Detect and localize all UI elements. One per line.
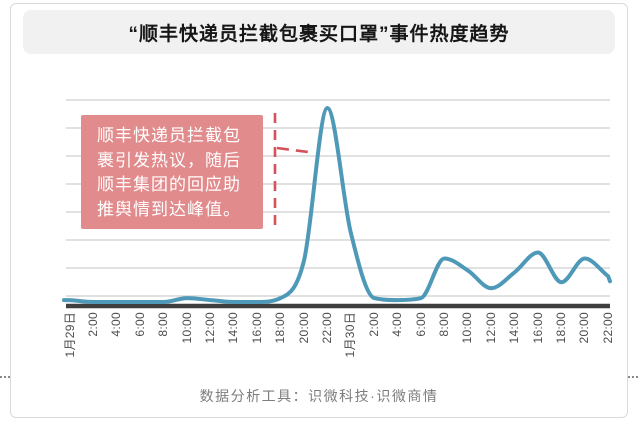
- trend-line: [62, 106, 612, 304]
- annotation-dashed-pointer: [276, 146, 309, 154]
- peak-annotation-box: 顺丰快递员拦截包裹引发热议，随后顺丰集团的回应助推舆情到达峰值。: [81, 115, 263, 229]
- trend-line-chart: [62, 99, 612, 309]
- peak-annotation-text: 顺丰快递员拦截包裹引发热议，随后顺丰集团的回应助推舆情到达峰值。: [97, 126, 241, 219]
- data-source-caption: 数据分析工具：识微科技·识微商情: [199, 388, 439, 404]
- chart-title: “顺丰快递员拦截包裹买口罩”事件热度趋势: [128, 23, 510, 45]
- chart-title-bar: “顺丰快递员拦截包裹买口罩”事件热度趋势: [23, 10, 615, 54]
